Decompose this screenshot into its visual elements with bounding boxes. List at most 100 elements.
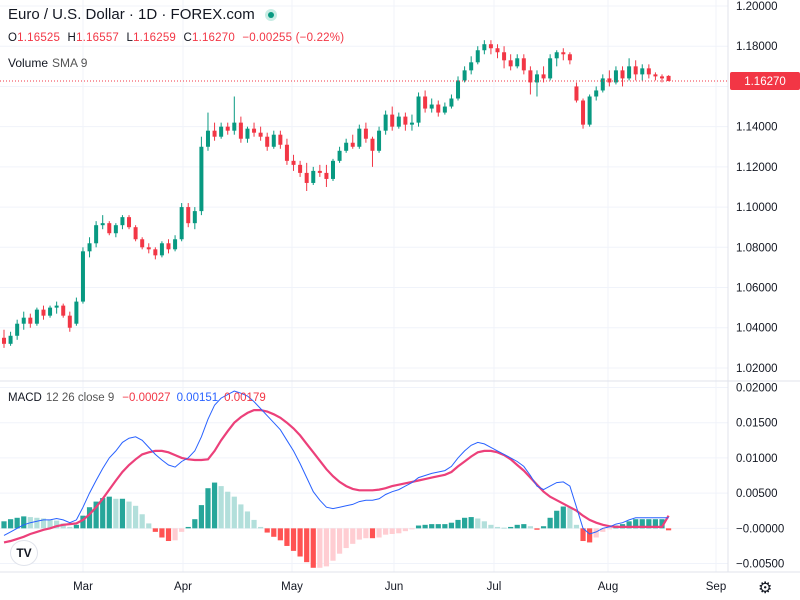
macd-histogram-bar: [665, 528, 672, 531]
candle-body: [238, 122, 243, 139]
candle-body: [344, 142, 349, 151]
candle-body: [34, 309, 39, 324]
candle-body: [456, 80, 461, 99]
candle-body: [245, 128, 250, 139]
candle-body: [574, 86, 579, 101]
macd-histogram-bar: [409, 528, 415, 530]
candle-body: [278, 134, 283, 145]
macd-histogram-bar: [580, 528, 586, 542]
candle-body: [61, 305, 66, 316]
macd-legend[interactable]: MACD 12 26 close 9 −0.00027 0.00151 0.00179: [8, 392, 266, 404]
price-pane[interactable]: [0, 0, 728, 572]
macd-histogram-bar: [422, 524, 428, 529]
macd-tick-label: −0.00500: [736, 559, 784, 571]
candle-body: [205, 130, 210, 147]
macd-histogram-bar: [455, 519, 461, 529]
candle-body: [232, 122, 237, 131]
candle-body: [21, 317, 26, 324]
candle-body: [331, 160, 335, 179]
macd-histogram-bar: [205, 488, 211, 529]
macd-histogram-bar: [271, 528, 277, 537]
candle-body: [120, 217, 125, 226]
candle-body: [488, 44, 493, 49]
candle-body: [508, 60, 513, 67]
volume-legend[interactable]: Volume SMA 9: [8, 56, 87, 70]
macd-histogram-bar: [317, 528, 323, 568]
macd-histogram-bar: [323, 528, 330, 567]
candle-body: [469, 62, 474, 71]
time-tick-label: Jul: [487, 581, 502, 593]
candle-body: [653, 74, 658, 77]
macd-histogram-bar: [646, 519, 652, 529]
candle-body: [8, 335, 13, 344]
candle-body: [54, 305, 59, 308]
macd-histogram-bar: [139, 514, 145, 529]
candle-body: [383, 114, 388, 131]
macd-histogram-bar: [159, 528, 165, 538]
low-key: L: [126, 32, 134, 44]
candle-body: [324, 172, 329, 179]
close-value: 1.16270: [191, 32, 235, 44]
candle-body: [225, 126, 230, 131]
macd-histogram-bar: [494, 526, 501, 529]
candle-body: [357, 128, 362, 147]
macd-histogram-bar: [218, 486, 224, 529]
candle-body: [337, 150, 342, 161]
macd-histogram-bar: [133, 505, 139, 529]
gear-icon[interactable]: ⚙: [758, 580, 773, 597]
macd-histogram-bar: [231, 496, 237, 529]
candle-body: [100, 223, 105, 226]
macd-histogram-bar: [47, 519, 53, 529]
macd-histogram-bar: [376, 528, 382, 538]
symbol-legend[interactable]: Euro / U.S. Dollar · 1D · FOREX.com: [8, 6, 277, 23]
macd-histogram-bar: [284, 528, 290, 546]
macd-pane[interactable]: [0, 387, 728, 568]
macd-histogram-bar: [402, 528, 408, 532]
candle-body: [74, 301, 79, 324]
candle-body: [140, 239, 145, 248]
price-tick-label: 1.02000: [736, 363, 778, 375]
macd-label: MACD: [8, 392, 42, 404]
candle-body: [212, 130, 217, 137]
macd-histogram-bar: [251, 519, 257, 529]
candle-body: [541, 74, 546, 79]
candle-body: [409, 122, 414, 125]
candle-body: [192, 211, 197, 224]
macd-histogram-bar: [192, 519, 198, 529]
candle-body: [298, 164, 303, 173]
candle-body: [633, 66, 638, 75]
macd-histogram-bar: [369, 528, 376, 539]
macd-histogram-bar: [1, 521, 7, 529]
candle-body: [561, 52, 566, 55]
macd-tick-label: 0.01500: [736, 418, 778, 430]
macd-histogram-bar: [225, 491, 231, 529]
macd-histogram-bar: [547, 517, 553, 529]
candle-body: [146, 247, 151, 250]
macd-histogram-bar: [633, 519, 639, 529]
macd-histogram-bar: [573, 524, 580, 529]
macd-histogram-bar: [540, 526, 547, 529]
candle-body: [660, 76, 664, 79]
tradingview-logo-icon[interactable]: TV: [10, 540, 38, 566]
macd-histogram-bar: [508, 526, 514, 529]
macd-histogram-bar: [448, 522, 455, 529]
candle-body: [166, 243, 171, 250]
open-key: O: [8, 32, 18, 44]
macd-histogram-value: −0.00027: [122, 392, 171, 404]
macd-histogram-bar: [534, 528, 540, 530]
macd-histogram-bar: [481, 521, 487, 529]
macd-histogram-bar: [277, 528, 283, 541]
candle-body: [265, 136, 270, 147]
candle-body: [350, 142, 355, 147]
candle-body: [284, 144, 289, 161]
candle-body: [548, 58, 553, 79]
candle-body: [127, 217, 132, 228]
candle-body: [304, 172, 309, 183]
macd-histogram-bar: [100, 498, 106, 529]
macd-histogram-bar: [488, 524, 494, 529]
candle-body: [41, 309, 46, 316]
change-value: −0.00255 (−0.22%): [242, 32, 345, 44]
low-value: 1.16259: [133, 32, 177, 44]
